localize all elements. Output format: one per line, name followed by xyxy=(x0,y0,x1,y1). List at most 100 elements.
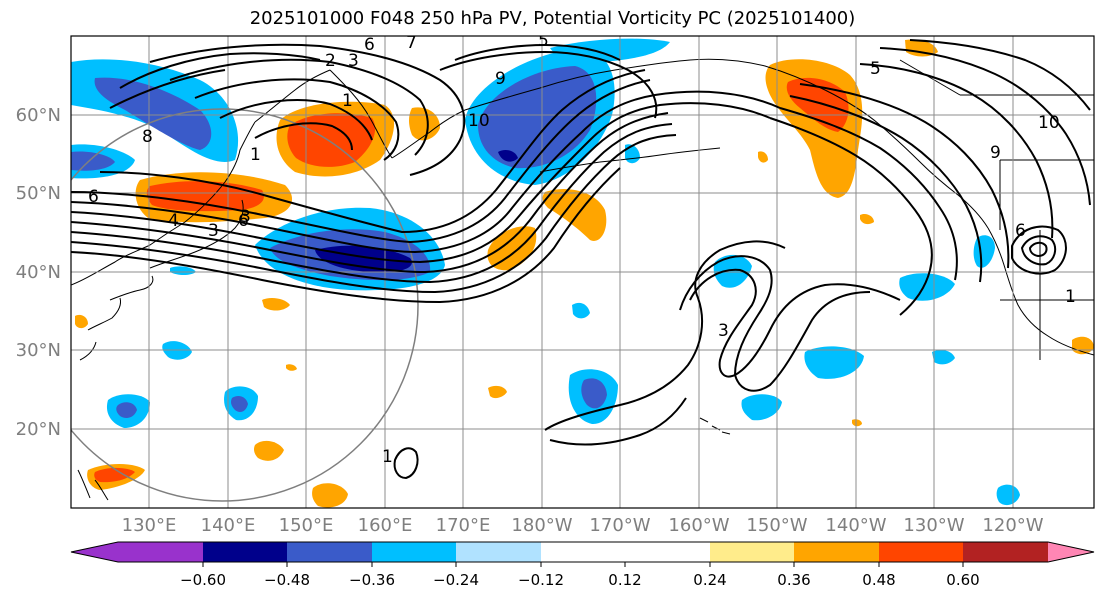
colorbar-segment xyxy=(710,542,794,562)
contour-label: 3 xyxy=(240,207,251,227)
contour-label: 3 xyxy=(208,221,219,241)
lon-label: 160°E xyxy=(358,515,413,536)
colorbar-tick-label: −0.48 xyxy=(264,571,310,589)
colorbar-segment xyxy=(963,542,1048,562)
colorbar-segment xyxy=(118,542,203,562)
pos-anomaly-spot xyxy=(758,151,768,163)
pos-anomaly-south-japan xyxy=(254,440,284,461)
pos-anomaly-spot xyxy=(262,297,290,311)
neg-anomaly-dateline-mid xyxy=(478,66,597,169)
lon-label: 170°E xyxy=(436,515,491,536)
pos-anomaly-spot xyxy=(75,314,88,329)
lon-label: 150°W xyxy=(746,515,807,536)
colorbar-tick-label: 0.60 xyxy=(946,571,979,589)
range-circle xyxy=(71,108,419,502)
neg-anomaly-spot-core xyxy=(231,396,248,412)
contour-label: 1 xyxy=(382,447,393,467)
colorbar-tick-label: −0.60 xyxy=(180,571,226,589)
neg-anomaly-north-rim xyxy=(550,38,670,62)
lon-label: 170°W xyxy=(589,515,650,536)
pos-anomaly-spot xyxy=(488,385,507,399)
lat-label: 30°N xyxy=(16,340,61,361)
lon-label: 140°E xyxy=(201,515,256,536)
contour-labels: 1 2 3 3 3 4 5 5 6 6 6 7 8 9 9 10 10 6 1 … xyxy=(88,31,1076,467)
colorbar-tick-label: 0.24 xyxy=(693,571,726,589)
map-border xyxy=(70,35,1095,509)
pos-anomaly-north-edge xyxy=(905,39,938,57)
colorbar-tick-label: −0.36 xyxy=(349,571,395,589)
neg-anomaly-west-edge-core xyxy=(71,151,115,171)
lat-label: 40°N xyxy=(16,262,61,283)
colorbar-tick-label: 0.36 xyxy=(777,571,810,589)
neg-anomaly-spot-core xyxy=(581,378,607,409)
contour-label: 6 xyxy=(1015,221,1026,241)
colorbar-tick-label: 0.12 xyxy=(608,571,641,589)
pos-anomaly-philippine-core xyxy=(94,467,135,483)
lon-label: 130°E xyxy=(122,515,177,536)
lon-label: 120°W xyxy=(982,515,1043,536)
colorbar-segment xyxy=(625,542,710,562)
lat-label: 60°N xyxy=(16,105,61,126)
contour-label: 6 xyxy=(88,187,99,207)
colorbar-tick-label: −0.24 xyxy=(433,571,479,589)
contour-label: 8 xyxy=(142,127,153,147)
lon-label: 180°W xyxy=(511,515,572,536)
colorbar-extend-high xyxy=(1048,542,1094,562)
colorbar-segment xyxy=(203,542,287,562)
colorbar-segment xyxy=(794,542,879,562)
colorbar: −0.60 −0.48 −0.36 −0.24 −0.12 0.12 0.24 … xyxy=(70,541,1095,589)
pos-anomaly-spot xyxy=(286,364,297,371)
pv-shading xyxy=(71,38,1094,508)
latitude-labels: 60°N 50°N 40°N 30°N 20°N xyxy=(16,105,61,440)
contour-label: 6 xyxy=(238,211,249,231)
pos-anomaly-okhotsk-core xyxy=(287,113,376,167)
neg-anomaly-spot xyxy=(899,273,955,301)
contour-label: 1 xyxy=(1065,287,1076,307)
colorbar-segment xyxy=(456,542,541,562)
pos-anomaly-okhotsk-small xyxy=(409,107,440,141)
neg-anomaly-dateline-core xyxy=(498,150,518,162)
neg-anomaly-spot xyxy=(804,346,864,379)
colorbar-segment xyxy=(287,542,372,562)
contour-label: 4 xyxy=(168,211,179,231)
neg-anomaly-spot xyxy=(572,302,590,319)
pos-anomaly-south-edge xyxy=(312,483,348,508)
contour-label: 1 xyxy=(250,145,261,165)
neg-anomaly-spot xyxy=(170,266,196,275)
neg-anomaly-spot xyxy=(996,484,1020,506)
pos-anomaly-gulf-alaska-core xyxy=(786,77,849,132)
pos-anomaly-spot xyxy=(852,419,862,427)
contour-label: 5 xyxy=(870,59,881,79)
contour-label: 3 xyxy=(718,321,729,341)
neg-anomaly-spot xyxy=(932,350,955,365)
contour-label: 10 xyxy=(1038,113,1060,133)
colorbar-segment xyxy=(879,542,963,562)
contour-label: 9 xyxy=(495,69,506,89)
neg-anomaly-spot-core xyxy=(116,402,137,418)
contour-label: 3 xyxy=(348,51,359,71)
pv-contours xyxy=(71,39,1091,480)
colorbar-segment xyxy=(372,542,456,562)
map-title: 2025101000 F048 250 hPa PV, Potential Vo… xyxy=(249,8,856,29)
colorbar-ticks xyxy=(202,562,964,567)
lat-label: 50°N xyxy=(16,183,61,204)
contour-label: 1 xyxy=(342,91,353,111)
coastlines xyxy=(71,58,1094,501)
contour-label: 10 xyxy=(468,111,490,131)
contour-label: 5 xyxy=(538,31,549,51)
contour-label: 7 xyxy=(406,33,417,53)
colorbar-tick-label: 0.48 xyxy=(862,571,895,589)
neg-anomaly-spot xyxy=(741,394,782,421)
colorbar-segment xyxy=(541,542,625,562)
lon-label: 140°W xyxy=(825,515,886,536)
contour-label: 6 xyxy=(364,35,375,55)
contour-label: 2 xyxy=(325,51,336,71)
lon-label: 130°W xyxy=(903,515,964,536)
colorbar-outline xyxy=(70,541,1095,563)
colorbar-tick-label: −0.12 xyxy=(518,571,564,589)
contour-label: 9 xyxy=(990,143,1001,163)
neg-anomaly-spot xyxy=(713,254,752,288)
lon-label: 160°W xyxy=(668,515,729,536)
lon-label: 150°E xyxy=(279,515,334,536)
